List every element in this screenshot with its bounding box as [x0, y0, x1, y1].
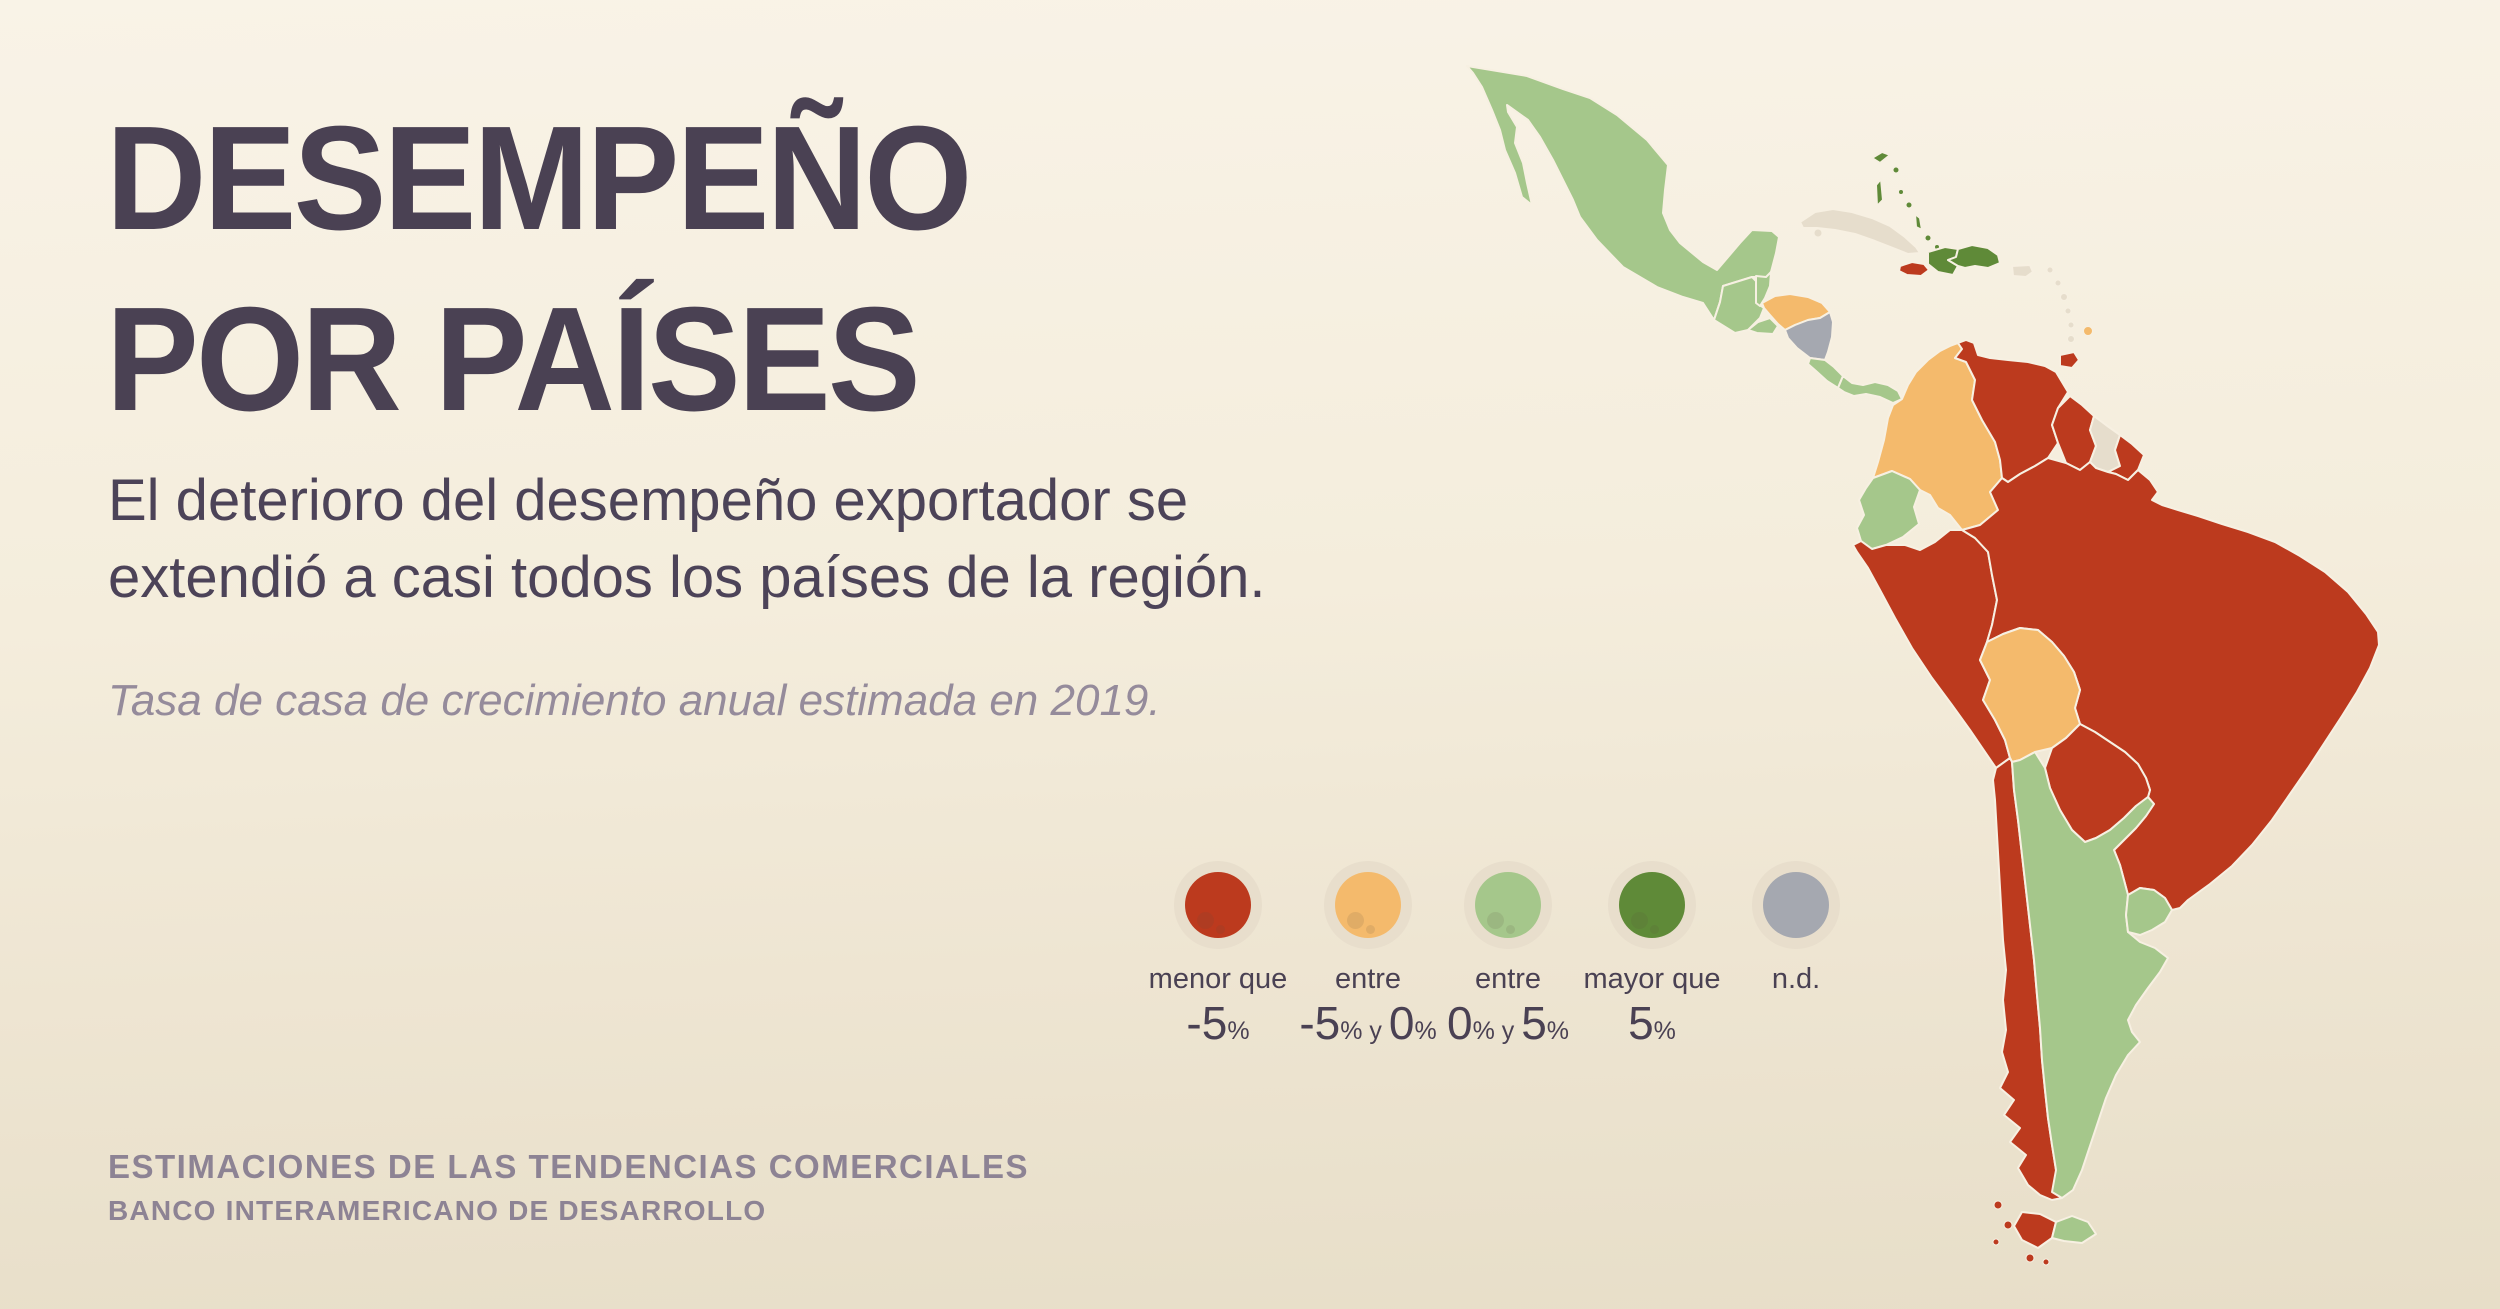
country-cuba	[1813, 228, 1823, 238]
title-line-1: DESEMPEÑO	[106, 96, 972, 261]
country-lesser_antilles	[2054, 279, 2062, 287]
country-trinidad_tobago	[2059, 351, 2080, 369]
country-nicaragua	[1784, 311, 1834, 361]
source-footer: ESTIMACIONES DE LAS TENDENCIAS COMERCIAL…	[108, 1148, 1029, 1227]
country-lesser_antilles	[2046, 266, 2054, 274]
subtitle: El deterioro del desempeño exportador se…	[108, 468, 1266, 610]
org-line: BANCO INTERAMERICANO DE DESARROLLO	[108, 1195, 767, 1226]
country-cuba	[1799, 208, 1921, 255]
country-puerto_rico	[2011, 264, 2034, 278]
country-bahamas	[1905, 201, 1913, 209]
country-costa_rica	[1807, 357, 1844, 389]
country-chile	[1993, 1200, 2003, 1210]
country-chile	[2003, 1220, 2013, 1230]
country-lesser_antilles	[2060, 293, 2068, 301]
country-bahamas	[1892, 166, 1900, 174]
page-title: DESEMPEÑO POR PAÍSES	[106, 88, 972, 450]
country-venezuela	[1954, 339, 2069, 483]
country-bahamas	[1875, 178, 1884, 207]
title-line-2: POR PAÍSES	[106, 277, 921, 442]
country-lesser_antilles	[2067, 335, 2075, 343]
country-bahamas	[1871, 151, 1891, 164]
country-mexico	[1466, 65, 1780, 321]
country-lesser_antilles	[2064, 307, 2072, 315]
source-line: ESTIMACIONES DE LAS TENDENCIAS COMERCIAL…	[108, 1148, 1030, 1185]
country-dominican_republic	[1947, 244, 2001, 269]
country-suriname	[2089, 415, 2121, 473]
methodology-note: Tasa de casa de crecimiento anual estima…	[108, 676, 1161, 725]
country-uruguay	[2125, 887, 2173, 936]
country-guyana	[2051, 395, 2097, 471]
country-ecuador	[1856, 470, 1921, 550]
country-panama	[1837, 375, 1903, 404]
country-argentina	[2011, 751, 2169, 1199]
country-chile	[2042, 1258, 2050, 1266]
country-belize	[1755, 271, 1772, 307]
country-chile	[2013, 1211, 2057, 1249]
country-chile	[1992, 1238, 2000, 1246]
country-chile	[2025, 1253, 2035, 1263]
country-el_salvador	[1747, 317, 1779, 335]
country-bahamas	[1914, 213, 1923, 231]
country-barbados	[2083, 326, 2093, 336]
country-lesser_antilles	[2067, 321, 2075, 329]
country-jamaica	[1898, 261, 1930, 277]
country-bahamas	[1898, 189, 1904, 195]
country-argentina	[2051, 1215, 2097, 1244]
country-bahamas	[1924, 234, 1932, 242]
